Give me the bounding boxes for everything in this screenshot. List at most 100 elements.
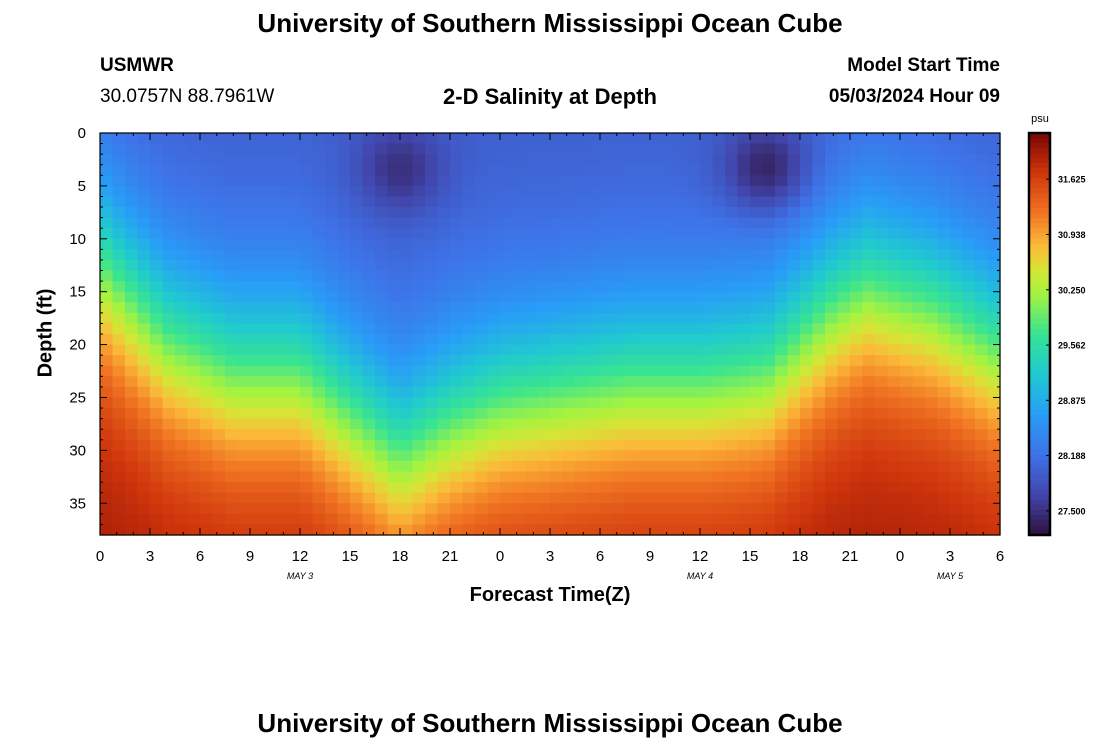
heatmap-cell	[962, 471, 976, 483]
heatmap-cell	[762, 207, 776, 219]
heatmap-cell	[450, 291, 464, 303]
heatmap-cell	[500, 185, 514, 198]
heatmap-cell	[812, 482, 826, 494]
heatmap-cell	[787, 217, 801, 229]
heatmap-cell	[287, 439, 301, 451]
heatmap-cell	[675, 513, 689, 526]
heatmap-cell	[375, 228, 389, 240]
heatmap-cell	[262, 133, 276, 145]
heatmap-cell	[462, 270, 476, 282]
heatmap-cell	[712, 397, 726, 409]
heatmap-cell	[400, 365, 414, 377]
heatmap-cell	[650, 365, 664, 377]
heatmap-cell	[525, 207, 539, 219]
heatmap-cell	[350, 164, 364, 176]
heatmap-cell	[900, 513, 914, 526]
heatmap-cell	[325, 270, 339, 282]
heatmap-cell	[850, 175, 864, 187]
heatmap-cell	[712, 355, 726, 367]
heatmap-cell	[562, 217, 576, 229]
heatmap-cell	[737, 291, 751, 303]
colorbar-segment	[1029, 514, 1050, 521]
heatmap-cell	[337, 460, 351, 473]
heatmap-cell	[437, 281, 451, 293]
heatmap-cell	[225, 133, 239, 145]
heatmap-cell	[725, 312, 739, 325]
heatmap-cell	[962, 386, 976, 399]
heatmap-cell	[212, 143, 226, 155]
heatmap-cell	[675, 270, 689, 282]
heatmap-cell	[400, 249, 414, 261]
heatmap-cell	[625, 302, 639, 314]
heatmap-cell	[950, 143, 964, 155]
heatmap-cell	[725, 397, 739, 409]
heatmap-cell	[975, 249, 989, 261]
heatmap-cell	[862, 196, 876, 208]
heatmap-cell	[912, 460, 926, 473]
heatmap-cell	[250, 133, 264, 145]
heatmap-cell	[750, 418, 764, 430]
heatmap-cell	[950, 323, 964, 335]
x-axis-label: Forecast Time(Z)	[469, 584, 631, 606]
heatmap-cell	[525, 482, 539, 494]
heatmap-cell	[275, 228, 289, 240]
heatmap-cell	[787, 482, 801, 494]
heatmap-cell	[687, 460, 701, 473]
heatmap-cell	[550, 323, 564, 335]
heatmap-cell	[200, 323, 214, 335]
heatmap-cell	[387, 376, 401, 388]
heatmap-cell	[662, 207, 676, 219]
heatmap-cell	[325, 312, 339, 325]
colorbar-segment	[1029, 454, 1050, 461]
heatmap-cell	[887, 238, 901, 250]
heatmap-cell	[900, 334, 914, 346]
heatmap-cell	[937, 503, 951, 515]
heatmap-cell	[712, 217, 726, 229]
heatmap-cell	[575, 513, 589, 526]
heatmap-cell	[762, 154, 776, 166]
heatmap-cell	[100, 376, 114, 388]
heatmap-cell	[600, 312, 614, 325]
heatmap-cell	[350, 217, 364, 229]
heatmap-cell	[462, 207, 476, 219]
heatmap-cell	[325, 397, 339, 409]
heatmap-cell	[125, 344, 139, 356]
heatmap-cell	[550, 376, 564, 388]
heatmap-cell	[100, 397, 114, 409]
heatmap-cell	[150, 323, 164, 335]
heatmap-cell	[675, 524, 689, 536]
heatmap-cell	[850, 344, 864, 356]
heatmap-cell	[850, 439, 864, 451]
heatmap-cell	[937, 408, 951, 420]
heatmap-cell	[725, 503, 739, 515]
heatmap-cell	[500, 513, 514, 526]
heatmap-cell	[400, 334, 414, 346]
heatmap-cell	[700, 376, 714, 388]
heatmap-cell	[212, 312, 226, 325]
heatmap-cell	[787, 228, 801, 240]
heatmap-cell	[337, 408, 351, 420]
heatmap-cell	[237, 196, 251, 208]
heatmap-cell	[737, 418, 751, 430]
heatmap-cell	[850, 185, 864, 198]
heatmap-cell	[287, 133, 301, 145]
heatmap-cell	[137, 270, 151, 282]
heatmap-cell	[762, 175, 776, 187]
heatmap-cell	[737, 185, 751, 198]
heatmap-cell	[200, 207, 214, 219]
heatmap-cell	[550, 471, 564, 483]
heatmap-cell	[237, 312, 251, 325]
heatmap-cell	[725, 524, 739, 536]
heatmap-cell	[687, 259, 701, 272]
heatmap-cell	[550, 133, 564, 145]
heatmap-cell	[662, 450, 676, 462]
colorbar-segment	[1029, 288, 1050, 295]
heatmap-cell	[325, 185, 339, 198]
heatmap-cell	[412, 503, 426, 515]
heatmap-cell	[400, 355, 414, 367]
heatmap-cell	[162, 471, 176, 483]
heatmap-cell	[862, 281, 876, 293]
heatmap-cell	[800, 355, 814, 367]
heatmap-cell	[200, 397, 214, 409]
heatmap-cell	[512, 524, 526, 536]
